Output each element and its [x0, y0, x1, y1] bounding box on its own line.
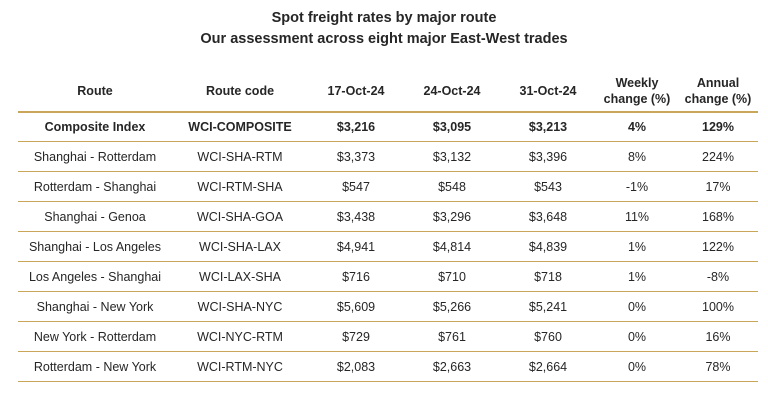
table-row: Rotterdam - New York WCI-RTM-NYC $2,083 $2,… — [18, 351, 758, 382]
rate-cell-date-2: $3,095 — [404, 112, 500, 142]
column-header-date-1: 17-Oct-24 — [308, 70, 404, 113]
table-title: Spot freight rates by major route — [271, 10, 497, 26]
route-cell: New York - Rotterdam — [18, 321, 172, 352]
weekly-change-cell: 1% — [596, 231, 678, 262]
route-cell: Rotterdam - New York — [18, 351, 172, 382]
rate-cell-date-3: $543 — [500, 171, 596, 202]
rate-cell-date-3: $3,396 — [500, 141, 596, 172]
table-row: Shanghai - Los Angeles WCI-SHA-LAX $4,941 $… — [18, 231, 758, 262]
route-code-cell: WCI-SHA-NYC — [172, 291, 308, 322]
route-cell: Shanghai - Los Angeles — [18, 231, 172, 262]
annual-change-cell: 16% — [678, 321, 758, 352]
rate-cell-date-1: $5,609 — [308, 291, 404, 322]
weekly-change-cell: 0% — [596, 351, 678, 382]
column-header-weekly-change: Weekly change (%) — [596, 70, 678, 113]
route-code-cell: WCI-NYC-RTM — [172, 321, 308, 352]
annual-change-cell: 100% — [678, 291, 758, 322]
table-row: Los Angeles - Shanghai WCI-LAX-SHA $716 $71… — [18, 261, 758, 292]
column-header-route-code: Route code — [172, 70, 308, 113]
weekly-change-cell: 0% — [596, 321, 678, 352]
route-cell: Shanghai - Genoa — [18, 201, 172, 232]
weekly-change-cell: 4% — [596, 112, 678, 142]
route-code-cell: WCI-COMPOSITE — [172, 112, 308, 142]
rate-cell-date-1: $547 — [308, 171, 404, 202]
rate-cell-date-1: $716 — [308, 261, 404, 292]
rate-cell-date-3: $3,213 — [500, 112, 596, 142]
weekly-change-cell: 11% — [596, 201, 678, 232]
weekly-change-cell: -1% — [596, 171, 678, 202]
table-subtitle: Our assessment across eight major East-W… — [200, 31, 568, 47]
annual-change-cell: 122% — [678, 231, 758, 262]
route-cell: Composite Index — [18, 112, 172, 142]
weekly-change-cell: 1% — [596, 261, 678, 292]
table-row: Shanghai - Rotterdam WCI-SHA-RTM $3,373 $3,… — [18, 141, 758, 172]
annual-change-cell: 168% — [678, 201, 758, 232]
rate-cell-date-2: $710 — [404, 261, 500, 292]
table-row: Shanghai - New York WCI-SHA-NYC $5,609 $5,2… — [18, 291, 758, 322]
route-code-cell: WCI-SHA-GOA — [172, 201, 308, 232]
annual-change-cell: 17% — [678, 171, 758, 202]
annual-change-cell: 78% — [678, 351, 758, 382]
weekly-header-line-1: Weekly — [615, 75, 659, 90]
route-cell: Shanghai - Rotterdam — [18, 141, 172, 172]
rate-cell-date-3: $718 — [500, 261, 596, 292]
rate-cell-date-2: $761 — [404, 321, 500, 352]
weekly-change-cell: 0% — [596, 291, 678, 322]
rate-cell-date-3: $3,648 — [500, 201, 596, 232]
table-row: Shanghai - Genoa WCI-SHA-GOA $3,438 $3,296 $… — [18, 201, 758, 232]
rate-cell-date-2: $3,132 — [404, 141, 500, 172]
rate-cell-date-1: $3,373 — [308, 141, 404, 172]
rate-cell-date-2: $4,814 — [404, 231, 500, 262]
column-header-annual-change: Annual change (%) — [678, 70, 758, 113]
route-code-cell: WCI-SHA-RTM — [172, 141, 308, 172]
weekly-change-cell: 8% — [596, 141, 678, 172]
column-header-route: Route — [18, 70, 172, 113]
weekly-header-line-2: change (%) — [603, 91, 671, 106]
route-cell: Shanghai - New York — [18, 291, 172, 322]
rate-cell-date-3: $760 — [500, 321, 596, 352]
annual-header-line-2: change (%) — [684, 91, 752, 106]
rate-cell-date-1: $3,438 — [308, 201, 404, 232]
table-row: Composite Index WCI-COMPOSITE $3,216 $3,095… — [18, 112, 758, 142]
rate-cell-date-1: $4,941 — [308, 231, 404, 262]
annual-header-line-1: Annual — [696, 75, 740, 90]
rate-cell-date-1: $3,216 — [308, 112, 404, 142]
table-row: New York - Rotterdam WCI-NYC-RTM $729 $761 $… — [18, 321, 758, 352]
route-cell: Los Angeles - Shanghai — [18, 261, 172, 292]
annual-change-cell: 129% — [678, 112, 758, 142]
rate-cell-date-3: $4,839 — [500, 231, 596, 262]
rate-cell-date-2: $2,663 — [404, 351, 500, 382]
table-body: Composite Index WCI-COMPOSITE $3,216 $3,095… — [18, 112, 758, 382]
route-cell: Rotterdam - Shanghai — [18, 171, 172, 202]
rate-cell-date-2: $5,266 — [404, 291, 500, 322]
freight-rates-table: Route Route code 17-Oct-24 24-Oct-24 31-… — [18, 70, 758, 382]
route-code-cell: WCI-RTM-SHA — [172, 171, 308, 202]
annual-change-cell: -8% — [678, 261, 758, 292]
column-header-date-3: 31-Oct-24 — [500, 70, 596, 113]
rate-cell-date-2: $3,296 — [404, 201, 500, 232]
route-code-cell: WCI-LAX-SHA — [172, 261, 308, 292]
rate-cell-date-3: $5,241 — [500, 291, 596, 322]
rate-cell-date-1: $2,083 — [308, 351, 404, 382]
title-block: Spot freight rates by major route Our as… — [0, 8, 768, 50]
route-code-cell: WCI-RTM-NYC — [172, 351, 308, 382]
header-row: Route Route code 17-Oct-24 24-Oct-24 31-… — [18, 70, 758, 113]
annual-change-cell: 224% — [678, 141, 758, 172]
route-code-cell: WCI-SHA-LAX — [172, 231, 308, 262]
column-header-date-2: 24-Oct-24 — [404, 70, 500, 113]
table-row: Rotterdam - Shanghai WCI-RTM-SHA $547 $548 $… — [18, 171, 758, 202]
rate-cell-date-1: $729 — [308, 321, 404, 352]
rate-cell-date-3: $2,664 — [500, 351, 596, 382]
rate-cell-date-2: $548 — [404, 171, 500, 202]
